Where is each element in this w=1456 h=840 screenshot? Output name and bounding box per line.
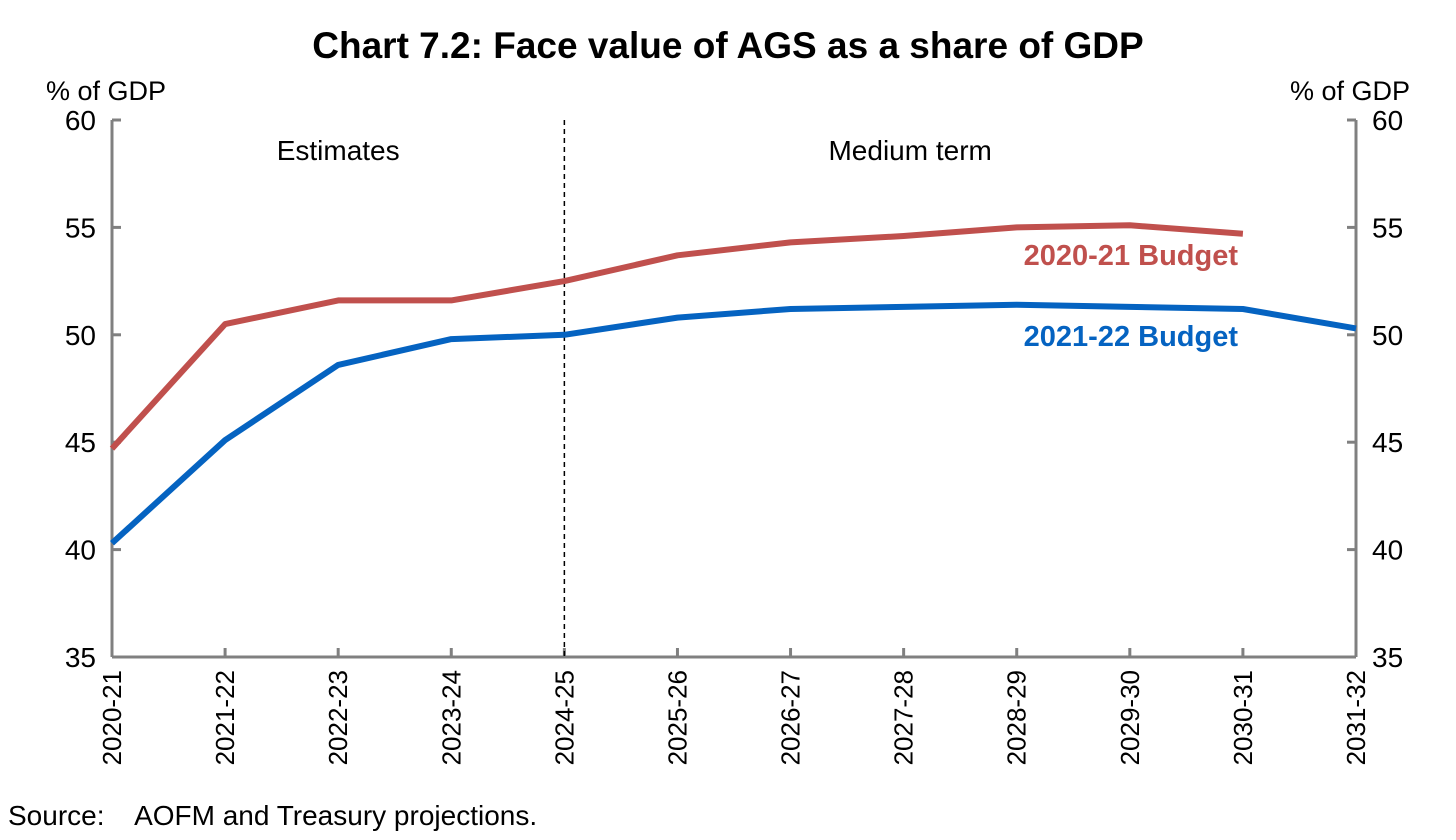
right-tick-label: 55 [1372,212,1403,243]
right-tick-label: 40 [1372,535,1403,566]
series-line-2021-22-budget [109,301,1357,546]
series-lines: 2020-21 Budget 2021-22 Budget [109,222,1357,546]
region-labels: Estimates Medium term [277,135,992,166]
series-label-2020-21-budget: 2020-21 Budget [1024,240,1239,272]
x-tick-label: 2021-22 [210,670,240,765]
right-axis-unit: % of GDP [1290,76,1410,106]
x-tick-label: 2029-30 [1115,670,1145,765]
region-label-medium-term: Medium term [828,135,991,166]
x-tick-label: 2027-28 [889,670,919,765]
left-tick-label: 60 [65,105,96,136]
x-tick-label: 2024-25 [549,670,579,765]
left-tick-label: 40 [65,535,96,566]
chart-title: Chart 7.2: Face value of AGS as a share … [312,25,1143,66]
x-tick-label: 2022-23 [323,670,353,765]
x-tick-label: 2026-27 [776,670,806,765]
axes [110,118,1358,659]
right-tick-label: 60 [1372,105,1403,136]
left-tick-label: 45 [65,427,96,458]
region-label-estimates: Estimates [277,135,400,166]
right-tick-label: 45 [1372,427,1403,458]
right-tick-label: 50 [1372,320,1403,351]
x-tick-label: 2020-21 [97,670,127,765]
tick-labels: 35 35 40 40 45 45 50 50 55 55 60 60 2020-21 2021-22 20… [65,105,1403,765]
left-tick-label: 55 [65,212,96,243]
left-tick-label: 50 [65,320,96,351]
series-line-2020-21-budget [109,222,1244,451]
x-tick-label: 2023-24 [436,670,466,765]
x-tick-label: 2028-29 [1002,670,1032,765]
source-note: Source: AOFM and Treasury projections. [8,800,538,831]
x-tick-label: 2025-26 [662,670,692,765]
left-tick-label: 35 [65,642,96,673]
left-axis-unit: % of GDP [46,76,166,106]
right-tick-label: 35 [1372,642,1403,673]
x-tick-label: 2031-32 [1341,670,1371,765]
x-tick-label: 2030-31 [1228,670,1258,765]
series-label-2021-22-budget: 2021-22 Budget [1024,321,1239,353]
